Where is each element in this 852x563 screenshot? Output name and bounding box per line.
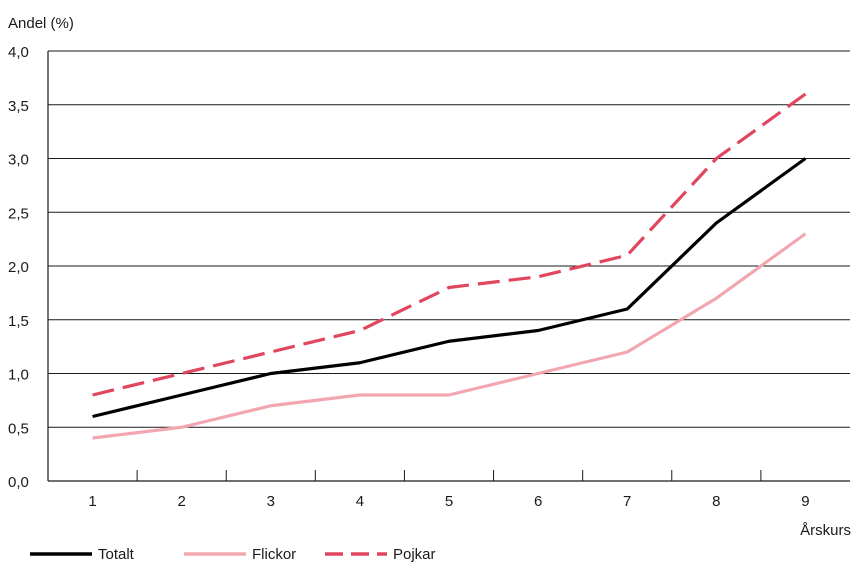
x-tick-label: 5 [445,493,453,510]
y-tick-label: 1,0 [8,367,29,384]
legend-label: Flickor [252,546,296,563]
y-tick-label: 2,0 [8,259,29,276]
x-tick-label: 8 [712,493,720,510]
x-tick-label: 4 [356,493,364,510]
x-axis [47,51,850,482]
y-tick-label: 0,0 [8,474,29,491]
x-tick-label: 3 [267,493,275,510]
series-lines [92,92,807,440]
grid-lines [48,50,850,428]
series-line-pojkar [92,92,807,397]
y-tick-labels: 0,0 0,5 1,0 1,5 2,0 2,5 3,0 3,5 4,0 [8,44,29,491]
x-tick-labels: 1 2 3 4 5 6 7 8 9 [88,493,809,510]
x-tick-label: 1 [88,493,96,510]
y-tick-label: 2,5 [8,205,29,222]
x-tick-label: 6 [534,493,542,510]
x-axis-label: Årskurs [800,522,851,539]
y-tick-label: 4,0 [8,44,29,61]
x-tick-label: 2 [177,493,185,510]
y-tick-label: 3,0 [8,152,29,169]
y-axis-label: Andel (%) [8,15,74,32]
y-tick-label: 1,5 [8,313,29,330]
x-tick-label: 9 [801,493,809,510]
legend-label: Pojkar [393,546,436,563]
series-line-totalt [92,157,807,419]
legend: Totalt Flickor Pojkar [30,546,436,563]
x-tick-label: 7 [623,493,631,510]
y-tick-label: 3,5 [8,98,29,115]
series-line-flickor [92,232,807,440]
y-tick-label: 0,5 [8,420,29,437]
legend-label: Totalt [98,546,135,563]
